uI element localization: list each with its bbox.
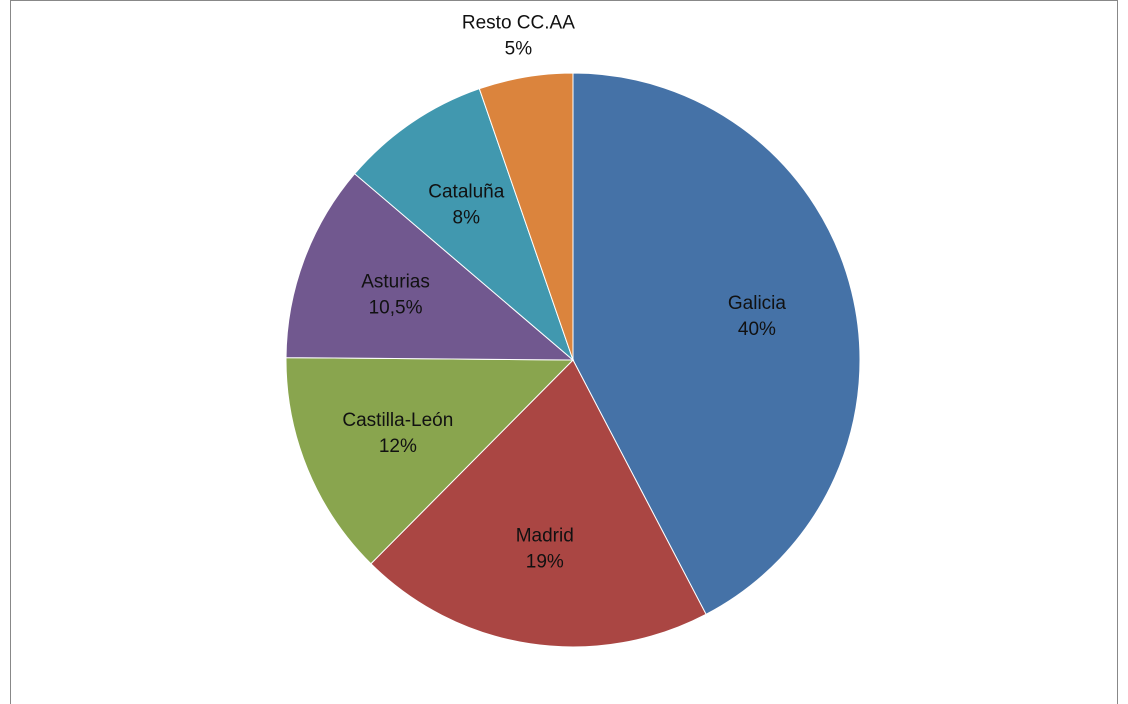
slice-value-label: 8% [453, 207, 481, 228]
slice-value-label: 19% [526, 551, 564, 572]
pie-slice [285, 357, 575, 565]
slice-value-label: 10,5% [369, 298, 423, 319]
slice-label: Castilla-León [342, 410, 453, 431]
slice-value-label: 12% [379, 436, 417, 457]
pie-slice [572, 72, 861, 615]
slice-value-label: 5% [505, 38, 533, 59]
pie-slice [285, 172, 575, 361]
slice-label: Asturias [361, 272, 430, 293]
slice-label: Galicia [728, 293, 787, 314]
pie-slice [353, 88, 575, 362]
pie-slice [478, 72, 574, 361]
slice-label: Resto CC.AA [462, 12, 575, 33]
slice-label: Cataluña [428, 181, 504, 202]
slice-value-label: 40% [738, 319, 776, 340]
pie-slice [370, 359, 707, 648]
slice-label: Madrid [516, 525, 574, 546]
